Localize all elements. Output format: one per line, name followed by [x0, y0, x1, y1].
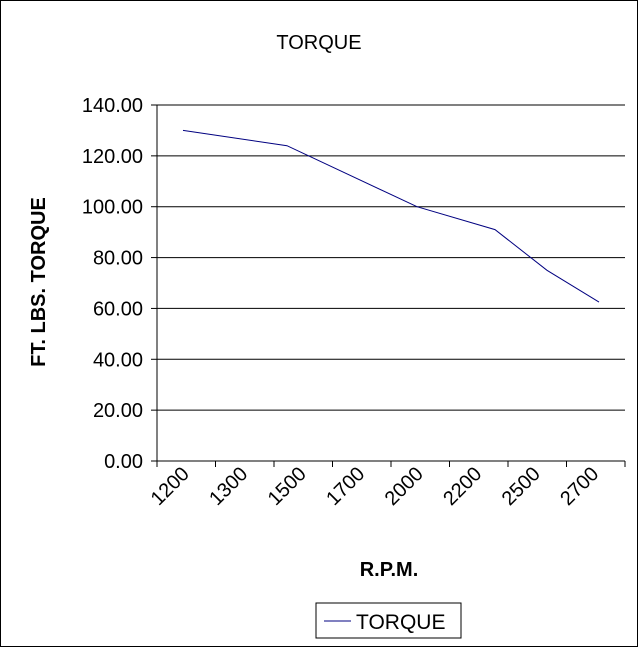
x-axis-tick-label: 1700 [322, 463, 369, 510]
y-axis-tick-label: 20.00 [93, 400, 143, 422]
x-axis-tick-labels: 1200 1300 1500 1700 2000 2200 2500 2700 [147, 463, 604, 510]
y-axis-tick-label: 0.00 [104, 451, 143, 473]
x-axis-title: R.P.M. [360, 559, 419, 581]
y-axis-tick-label: 120.00 [82, 146, 143, 168]
x-axis-tick-label: 2500 [498, 463, 545, 510]
x-axis-tick-label: 1500 [264, 463, 311, 510]
chart-title: TORQUE [276, 32, 361, 54]
series-line-torque [182, 129, 600, 303]
series-lines [182, 129, 600, 303]
x-axis-tick-label: 1200 [147, 463, 194, 510]
legend: TORQUE [315, 602, 462, 639]
y-axis-tick-labels: 0.00 20.00 40.00 60.00 80.00 100.00 120.00 140.… [82, 95, 143, 473]
x-axis-tick-label: 2000 [381, 463, 428, 510]
y-axis-tick-label: 60.00 [93, 298, 143, 320]
y-axis-tick-label: 40.00 [93, 349, 143, 371]
x-axis-tick-label: 2700 [556, 463, 603, 510]
gridlines [157, 104, 625, 411]
legend-label: TORQUE [356, 611, 445, 634]
x-axis-tick-label: 2200 [439, 463, 486, 510]
axes [151, 104, 626, 467]
y-axis-title: FT. LBS. TORQUE [28, 197, 50, 367]
y-axis-tick-label: 140.00 [82, 95, 143, 117]
y-axis-tick-label: 100.00 [82, 197, 143, 219]
y-axis-tick-label: 80.00 [93, 248, 143, 270]
x-axis-tick-label: 1300 [205, 463, 252, 510]
